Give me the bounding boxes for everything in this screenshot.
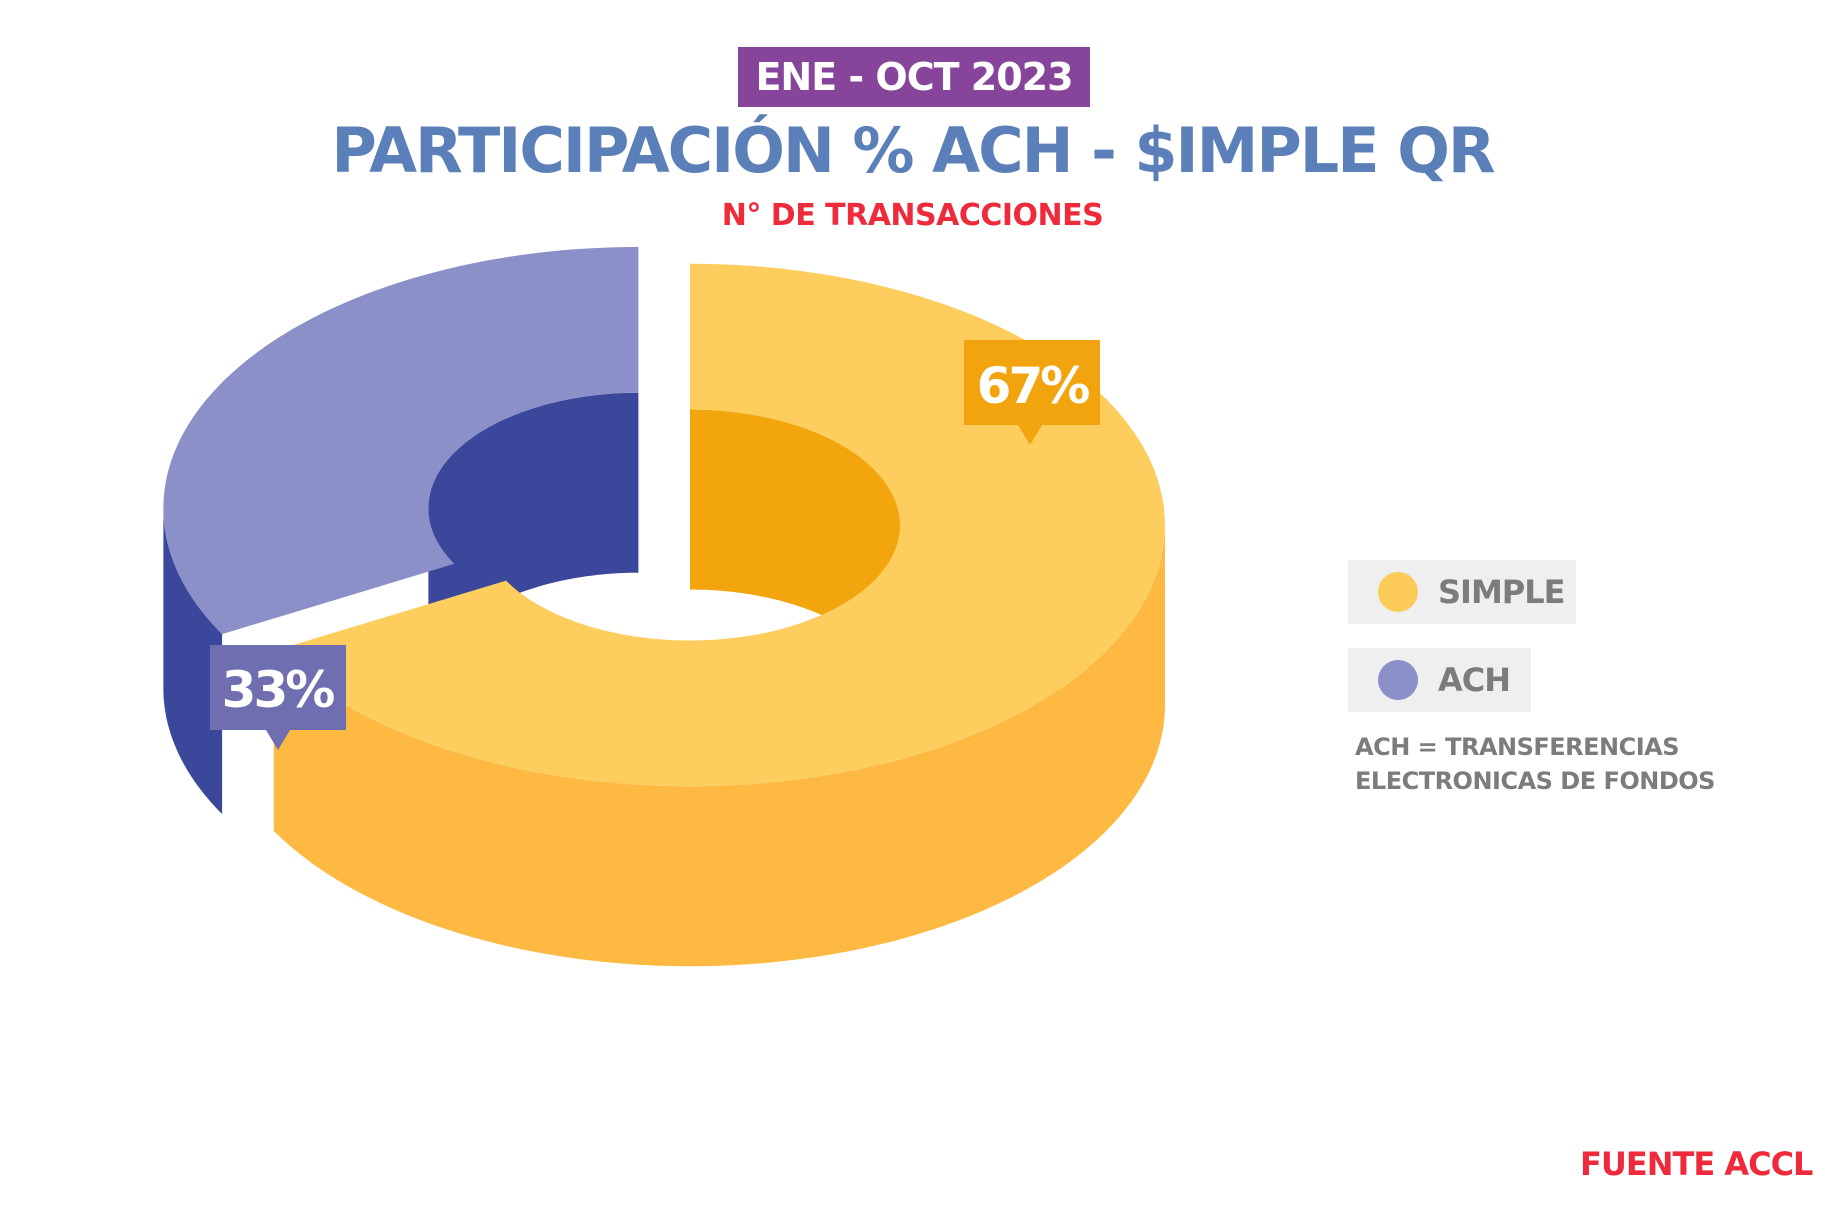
period-badge: ENE - OCT 2023 bbox=[738, 47, 1090, 107]
legend-item-ach: ACH bbox=[1348, 648, 1531, 712]
ach-swatch bbox=[1378, 660, 1418, 700]
ach-data-label-text: 33% bbox=[222, 661, 335, 719]
simple-swatch bbox=[1378, 572, 1418, 612]
simple-slice-inner-side bbox=[690, 409, 900, 705]
legend-label-simple: SIMPLE bbox=[1438, 573, 1565, 611]
simple-slice-outer-side bbox=[273, 525, 1165, 967]
simple-data-label-bg bbox=[964, 340, 1100, 445]
simple-slice-top bbox=[273, 263, 1165, 787]
ach-slice-inner-side bbox=[428, 392, 639, 689]
note-line-2: ELECTRONICAS DE FONDOS bbox=[1355, 767, 1715, 795]
chart-title: PARTICIPACIÓN % ACH - $IMPLE QR bbox=[331, 114, 1495, 187]
ach-data-label: 33% bbox=[210, 645, 346, 750]
source-label: FUENTE ACCL bbox=[1580, 1145, 1813, 1183]
period-label: ENE - OCT 2023 bbox=[755, 55, 1073, 99]
simple-data-label: 67% bbox=[964, 340, 1100, 445]
ach-definition-note: ACH = TRANSFERENCIAS ELECTRONICAS DE FON… bbox=[1355, 730, 1715, 798]
chart-subtitle: N° DE TRANSACCIONES bbox=[721, 198, 1104, 233]
simple-data-label-text: 67% bbox=[977, 357, 1090, 415]
note-line-1: ACH = TRANSFERENCIAS bbox=[1355, 733, 1680, 761]
ach-data-label-bg bbox=[210, 645, 346, 750]
legend-label-ach: ACH bbox=[1438, 661, 1511, 699]
ach-slice-outer-side bbox=[163, 508, 223, 815]
ach-slice-top bbox=[163, 247, 639, 635]
legend-item-simple: SIMPLE bbox=[1348, 560, 1576, 624]
